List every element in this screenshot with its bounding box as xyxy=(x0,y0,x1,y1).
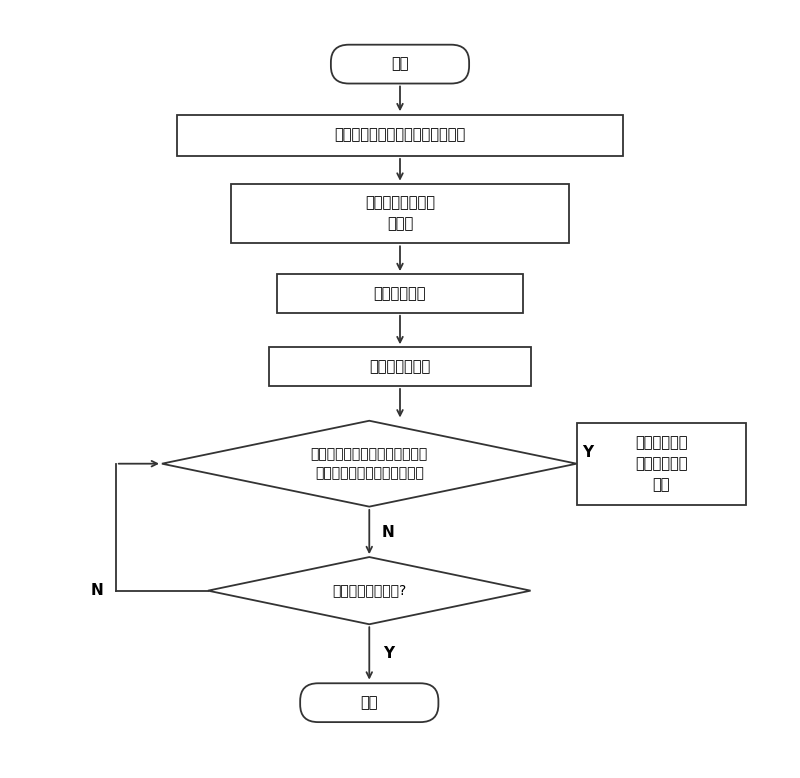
Text: N: N xyxy=(90,584,103,598)
Text: 实时报警，提
醒操作者做出
决策: 实时报警，提 醒操作者做出 决策 xyxy=(635,435,687,492)
Text: 计算三维点云模型及标志点三维
信息是否与标准库的结果一致: 计算三维点云模型及标志点三维 信息是否与标准库的结果一致 xyxy=(310,447,428,481)
Text: 开启在线检测: 开启在线检测 xyxy=(374,286,426,301)
Bar xyxy=(178,114,622,156)
Text: Y: Y xyxy=(582,445,594,460)
Text: 控制驱动及反馈单元到达指定位置: 控制驱动及反馈单元到达指定位置 xyxy=(334,128,466,142)
Text: Y: Y xyxy=(383,646,394,661)
Text: 通信及上位机单元
初始化: 通信及上位机单元 初始化 xyxy=(365,195,435,232)
Text: 采集信息归一化: 采集信息归一化 xyxy=(370,359,430,374)
Bar xyxy=(270,347,530,386)
Polygon shape xyxy=(208,557,530,624)
Text: N: N xyxy=(382,524,395,539)
Bar xyxy=(577,422,746,505)
Text: 结束: 结束 xyxy=(361,696,378,710)
Bar xyxy=(231,184,569,244)
FancyBboxPatch shape xyxy=(300,683,438,722)
Bar xyxy=(277,274,523,313)
Text: 开始: 开始 xyxy=(391,57,409,72)
Text: 本次坝体监测完毕?: 本次坝体监测完毕? xyxy=(332,584,406,598)
Polygon shape xyxy=(162,421,577,506)
FancyBboxPatch shape xyxy=(331,44,469,83)
